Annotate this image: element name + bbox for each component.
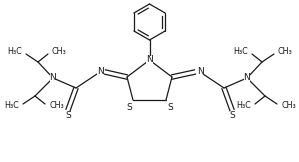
- Text: H₃C: H₃C: [4, 102, 19, 110]
- Text: N: N: [97, 68, 103, 76]
- Text: S: S: [229, 111, 235, 121]
- Text: CH₃: CH₃: [52, 47, 67, 57]
- Text: N: N: [50, 74, 57, 82]
- Text: H₃C: H₃C: [233, 47, 248, 57]
- Text: N: N: [146, 56, 153, 64]
- Text: S: S: [126, 103, 132, 111]
- Text: N: N: [197, 68, 203, 76]
- Text: H₃C: H₃C: [236, 102, 251, 110]
- Text: S: S: [167, 103, 173, 111]
- Text: H₃C: H₃C: [7, 47, 22, 57]
- Text: CH₃: CH₃: [281, 102, 296, 110]
- Text: CH₃: CH₃: [49, 102, 64, 110]
- Text: N: N: [244, 74, 250, 82]
- Text: CH₃: CH₃: [278, 47, 293, 57]
- Text: S: S: [65, 111, 71, 121]
